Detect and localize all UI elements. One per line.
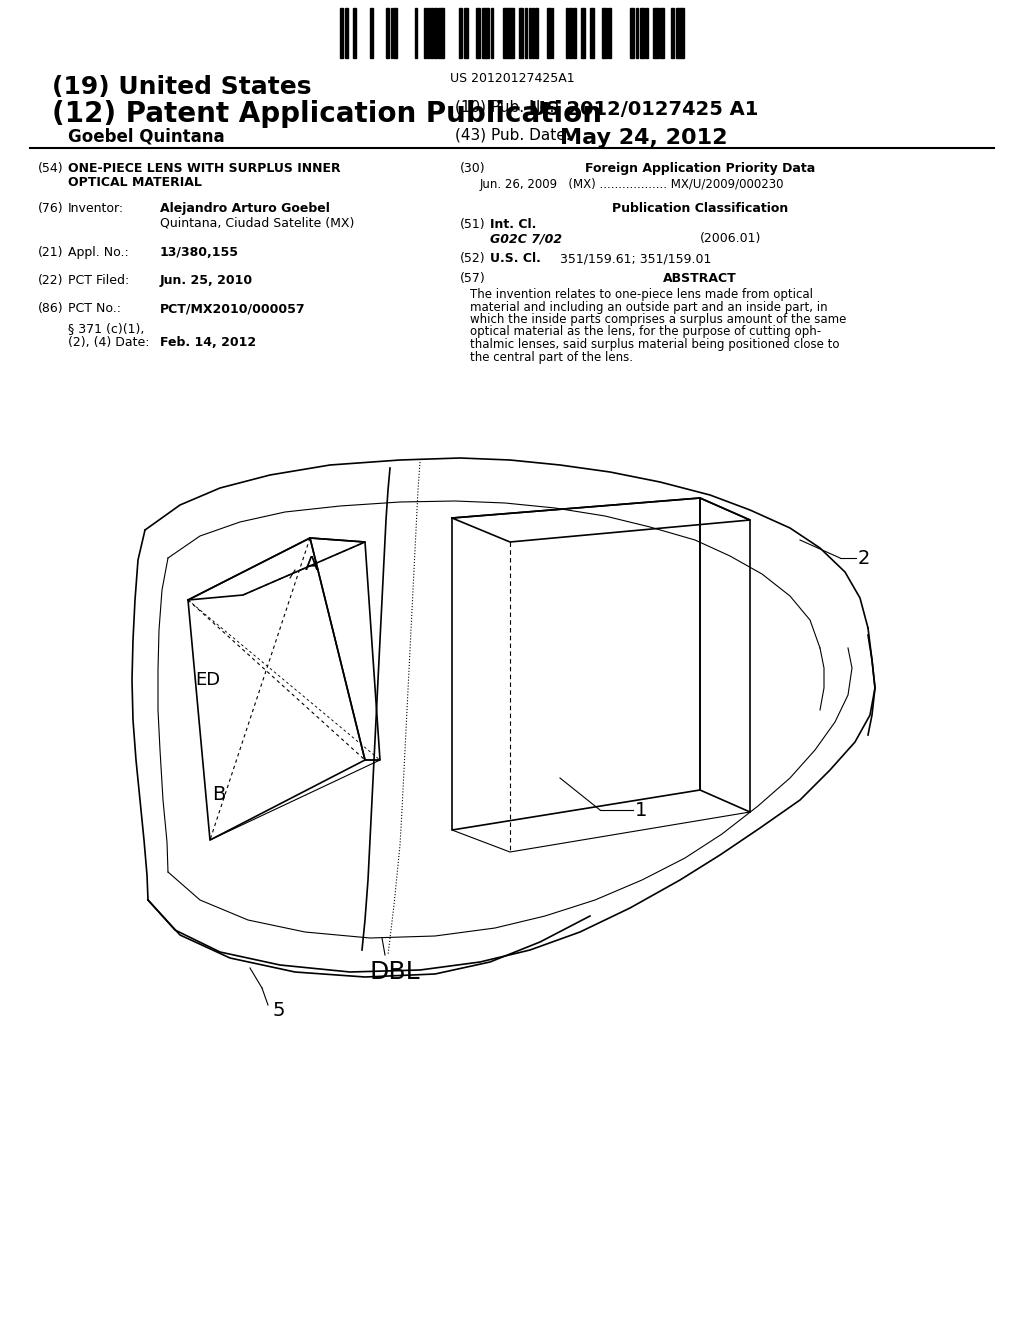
Text: Appl. No.:: Appl. No.: <box>68 246 129 259</box>
Bar <box>438 8 442 58</box>
Text: US 20120127425A1: US 20120127425A1 <box>450 73 574 84</box>
Bar <box>490 8 493 58</box>
Text: the central part of the lens.: the central part of the lens. <box>470 351 633 363</box>
Text: Publication Classification: Publication Classification <box>612 202 788 215</box>
Bar <box>386 8 389 58</box>
Bar <box>503 8 507 58</box>
Bar <box>547 8 551 58</box>
Text: 13/380,155: 13/380,155 <box>160 246 239 259</box>
Bar <box>459 8 462 58</box>
Bar <box>464 8 468 58</box>
Bar <box>511 8 514 58</box>
Text: (10) Pub. No.:: (10) Pub. No.: <box>455 100 559 115</box>
Bar <box>660 8 664 58</box>
Text: B: B <box>212 785 225 804</box>
Text: (19) United States: (19) United States <box>52 75 311 99</box>
Bar <box>434 8 437 58</box>
Text: Quintana, Ciudad Satelite (MX): Quintana, Ciudad Satelite (MX) <box>160 216 354 228</box>
Text: (51): (51) <box>460 218 485 231</box>
Bar <box>657 8 659 58</box>
Text: DBL: DBL <box>370 960 420 983</box>
Text: 351/159.61; 351/159.01: 351/159.61; 351/159.01 <box>560 252 712 265</box>
Text: (86): (86) <box>38 302 63 315</box>
Text: G02C 7/02: G02C 7/02 <box>490 232 562 246</box>
Bar <box>653 8 657 58</box>
Text: (30): (30) <box>460 162 485 176</box>
Bar <box>640 8 644 58</box>
Text: PCT No.:: PCT No.: <box>68 302 121 315</box>
Bar <box>590 8 594 58</box>
Bar <box>345 8 348 58</box>
Bar <box>636 8 638 58</box>
Text: (2), (4) Date:: (2), (4) Date: <box>68 337 150 348</box>
Bar <box>532 8 534 58</box>
Bar <box>676 8 680 58</box>
Bar <box>415 8 417 58</box>
Bar <box>630 8 634 58</box>
Bar <box>424 8 426 58</box>
Bar <box>680 8 684 58</box>
Text: Int. Cl.: Int. Cl. <box>490 218 537 231</box>
Bar <box>370 8 373 58</box>
Text: ED: ED <box>195 671 220 689</box>
Bar <box>581 8 585 58</box>
Text: (22): (22) <box>38 275 63 286</box>
Bar <box>645 8 648 58</box>
Bar <box>430 8 433 58</box>
Text: A: A <box>305 556 318 574</box>
Text: § 371 (c)(1),: § 371 (c)(1), <box>68 322 144 335</box>
Text: US 2012/0127425 A1: US 2012/0127425 A1 <box>530 100 759 119</box>
Text: 2: 2 <box>858 549 870 568</box>
Bar <box>340 8 343 58</box>
Text: Jun. 25, 2010: Jun. 25, 2010 <box>160 275 253 286</box>
Text: Jun. 26, 2009   (MX) .................. MX/U/2009/000230: Jun. 26, 2009 (MX) .................. MX… <box>480 178 784 191</box>
Text: May 24, 2012: May 24, 2012 <box>560 128 727 148</box>
Text: Inventor:: Inventor: <box>68 202 124 215</box>
Bar <box>482 8 485 58</box>
Text: Feb. 14, 2012: Feb. 14, 2012 <box>160 337 256 348</box>
Text: (76): (76) <box>38 202 63 215</box>
Text: (57): (57) <box>460 272 485 285</box>
Bar <box>507 8 511 58</box>
Bar <box>427 8 429 58</box>
Text: U.S. Cl.: U.S. Cl. <box>490 252 541 265</box>
Text: PCT/MX2010/000057: PCT/MX2010/000057 <box>160 302 305 315</box>
Bar <box>519 8 523 58</box>
Bar <box>485 8 488 58</box>
Bar <box>603 8 607 58</box>
Text: (43) Pub. Date:: (43) Pub. Date: <box>455 128 570 143</box>
Text: Goebel Quintana: Goebel Quintana <box>68 128 224 147</box>
Text: (12) Patent Application Publication: (12) Patent Application Publication <box>52 100 602 128</box>
Bar <box>442 8 444 58</box>
Text: (21): (21) <box>38 246 63 259</box>
Text: Foreign Application Priority Data: Foreign Application Priority Data <box>585 162 815 176</box>
Text: The invention relates to one-piece lens made from optical: The invention relates to one-piece lens … <box>470 288 813 301</box>
Bar <box>608 8 611 58</box>
Bar <box>671 8 674 58</box>
Bar <box>393 8 397 58</box>
Text: ONE-PIECE LENS WITH SURPLUS INNER: ONE-PIECE LENS WITH SURPLUS INNER <box>68 162 341 176</box>
Text: 5: 5 <box>272 1001 285 1019</box>
Text: ABSTRACT: ABSTRACT <box>664 272 737 285</box>
Bar <box>535 8 538 58</box>
Text: (54): (54) <box>38 162 63 176</box>
Text: which the inside parts comprises a surplus amount of the same: which the inside parts comprises a surpl… <box>470 313 847 326</box>
Bar <box>566 8 568 58</box>
Text: Alejandro Arturo Goebel: Alejandro Arturo Goebel <box>160 202 330 215</box>
Text: PCT Filed:: PCT Filed: <box>68 275 129 286</box>
Bar <box>525 8 527 58</box>
Bar <box>476 8 480 58</box>
Text: (52): (52) <box>460 252 485 265</box>
Bar <box>529 8 531 58</box>
Text: (2006.01): (2006.01) <box>700 232 762 246</box>
Bar <box>569 8 572 58</box>
Text: 1: 1 <box>635 800 647 820</box>
Text: OPTICAL MATERIAL: OPTICAL MATERIAL <box>68 176 202 189</box>
Text: optical material as the lens, for the purpose of cutting oph-: optical material as the lens, for the pu… <box>470 326 821 338</box>
Text: material and including an outside part and an inside part, in: material and including an outside part a… <box>470 301 827 314</box>
Bar <box>573 8 575 58</box>
Text: thalmic lenses, said surplus material being positioned close to: thalmic lenses, said surplus material be… <box>470 338 840 351</box>
Bar <box>353 8 356 58</box>
